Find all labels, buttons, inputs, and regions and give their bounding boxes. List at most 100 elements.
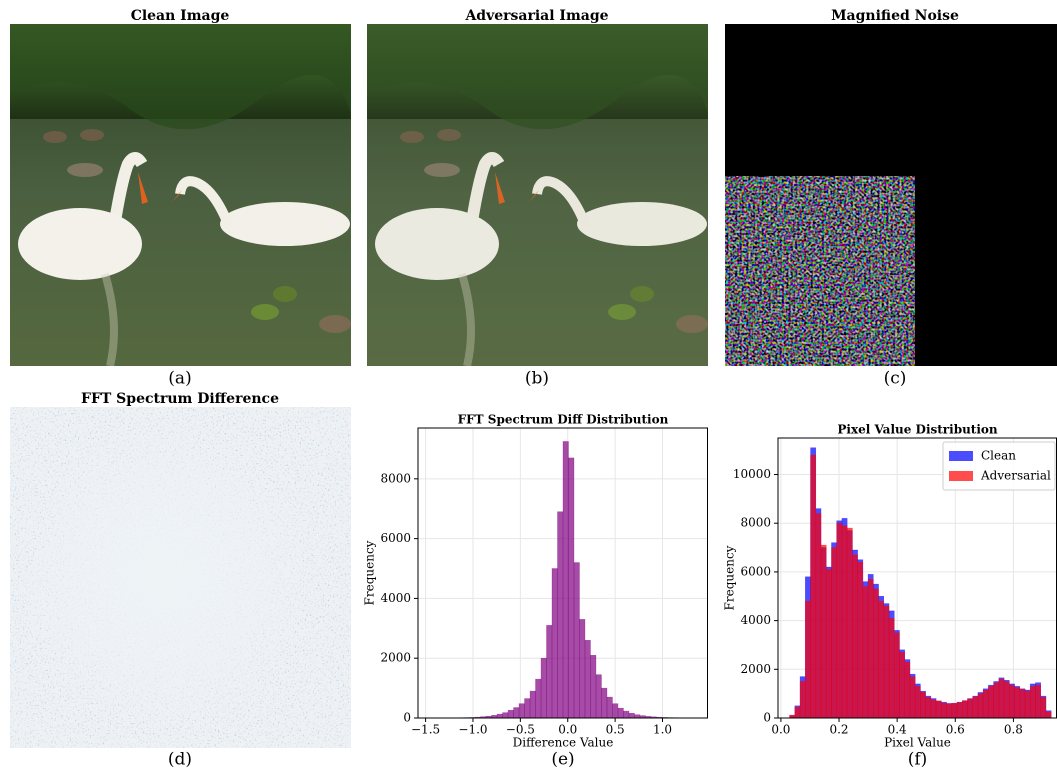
page: Clean Image (a) Adversarial Image (b) Ma… (0, 0, 1057, 771)
image-title: Adversarial Image (464, 8, 608, 24)
legend-label: Adversarial (980, 469, 1051, 483)
figure: Clean Image (a) Adversarial Image (b) Ma… (0, 0, 1057, 771)
bar (884, 606, 889, 718)
legend-label: Clean (981, 449, 1016, 463)
bar (999, 679, 1004, 718)
legend-swatch (949, 471, 973, 481)
bar (800, 681, 805, 718)
noise-patch (725, 176, 915, 366)
y-tick-label: 10000 (733, 467, 771, 481)
clean-image (10, 24, 351, 366)
x-tick-label: −1.5 (411, 723, 440, 737)
bar (629, 713, 634, 718)
bar (552, 569, 557, 718)
bar (957, 702, 962, 718)
bar (508, 710, 513, 718)
bar (931, 700, 936, 718)
caption: (d) (168, 750, 192, 770)
bar (826, 569, 831, 718)
caption: (a) (168, 369, 191, 389)
bar (811, 455, 816, 718)
bar (983, 690, 988, 718)
bar (868, 579, 873, 718)
bar (541, 658, 546, 718)
bar (590, 655, 595, 718)
y-tick-label: 2000 (740, 662, 771, 676)
bar (936, 701, 941, 718)
bar (514, 708, 519, 718)
bar (612, 704, 617, 718)
bar (994, 683, 999, 718)
bar (1009, 685, 1014, 718)
bar (941, 703, 946, 718)
bar (926, 697, 931, 718)
bar (530, 691, 535, 718)
image-title: Clean Image (131, 8, 230, 24)
bar (503, 713, 508, 718)
y-tick-label: 6000 (740, 564, 771, 578)
x-tick-label: 0.2 (829, 723, 848, 737)
bar (947, 704, 952, 718)
x-tick-label: 0.0 (771, 723, 790, 737)
bar (831, 548, 836, 718)
legend-swatch (949, 451, 973, 461)
y-tick-label: 0 (763, 711, 771, 725)
x-tick-label: 0.4 (888, 723, 907, 737)
bar (519, 704, 524, 718)
caption: (f) (908, 750, 928, 770)
x-tick-label: −0.5 (506, 723, 535, 737)
y-axis-label: Frequency (723, 545, 737, 610)
y-tick-label: 4000 (740, 613, 771, 627)
bar (847, 528, 852, 718)
bar (601, 688, 606, 718)
bar (1025, 691, 1030, 718)
chart-title: Pixel Value Distribution (837, 423, 998, 437)
y-tick-label: 0 (403, 711, 411, 725)
bar (988, 686, 993, 718)
bar (579, 619, 584, 718)
bar (894, 633, 899, 718)
bar (973, 697, 978, 718)
bar (910, 677, 915, 718)
y-tick-label: 4000 (380, 591, 411, 605)
bar (837, 523, 842, 718)
bar (558, 512, 563, 718)
x-tick-label: 0.6 (946, 723, 965, 737)
bar (1020, 689, 1025, 718)
bar (967, 699, 972, 718)
x-axis-label: Difference Value (513, 736, 614, 750)
x-tick-label: 0.5 (606, 723, 625, 737)
bar (596, 675, 601, 718)
bar (1004, 681, 1009, 718)
bar (1041, 697, 1046, 718)
bar (547, 625, 552, 718)
bar (879, 601, 884, 718)
bar (863, 587, 868, 718)
y-tick-label: 6000 (380, 531, 411, 545)
bar (568, 458, 573, 718)
bar (952, 703, 957, 718)
caption: (e) (551, 750, 574, 770)
bar (842, 526, 847, 718)
x-tick-label: −1.0 (458, 723, 487, 737)
bar (816, 513, 821, 718)
fft-center (10, 407, 351, 748)
bar (607, 697, 612, 718)
bar (536, 679, 541, 718)
caption: (c) (884, 369, 907, 389)
bar (585, 640, 590, 718)
bar (623, 711, 628, 718)
image-title: FFT Spectrum Difference (81, 391, 279, 407)
bar (915, 686, 920, 718)
image-title: Magnified Noise (831, 8, 959, 24)
y-tick-label: 2000 (380, 651, 411, 665)
y-tick-label: 8000 (380, 471, 411, 485)
bar (899, 652, 904, 718)
bar (618, 708, 623, 718)
bar (563, 441, 568, 718)
bar (1046, 712, 1051, 718)
bar (1015, 688, 1020, 718)
chart-title: FFT Spectrum Diff Distribution (458, 413, 669, 427)
bar (858, 562, 863, 718)
bar (920, 692, 925, 718)
